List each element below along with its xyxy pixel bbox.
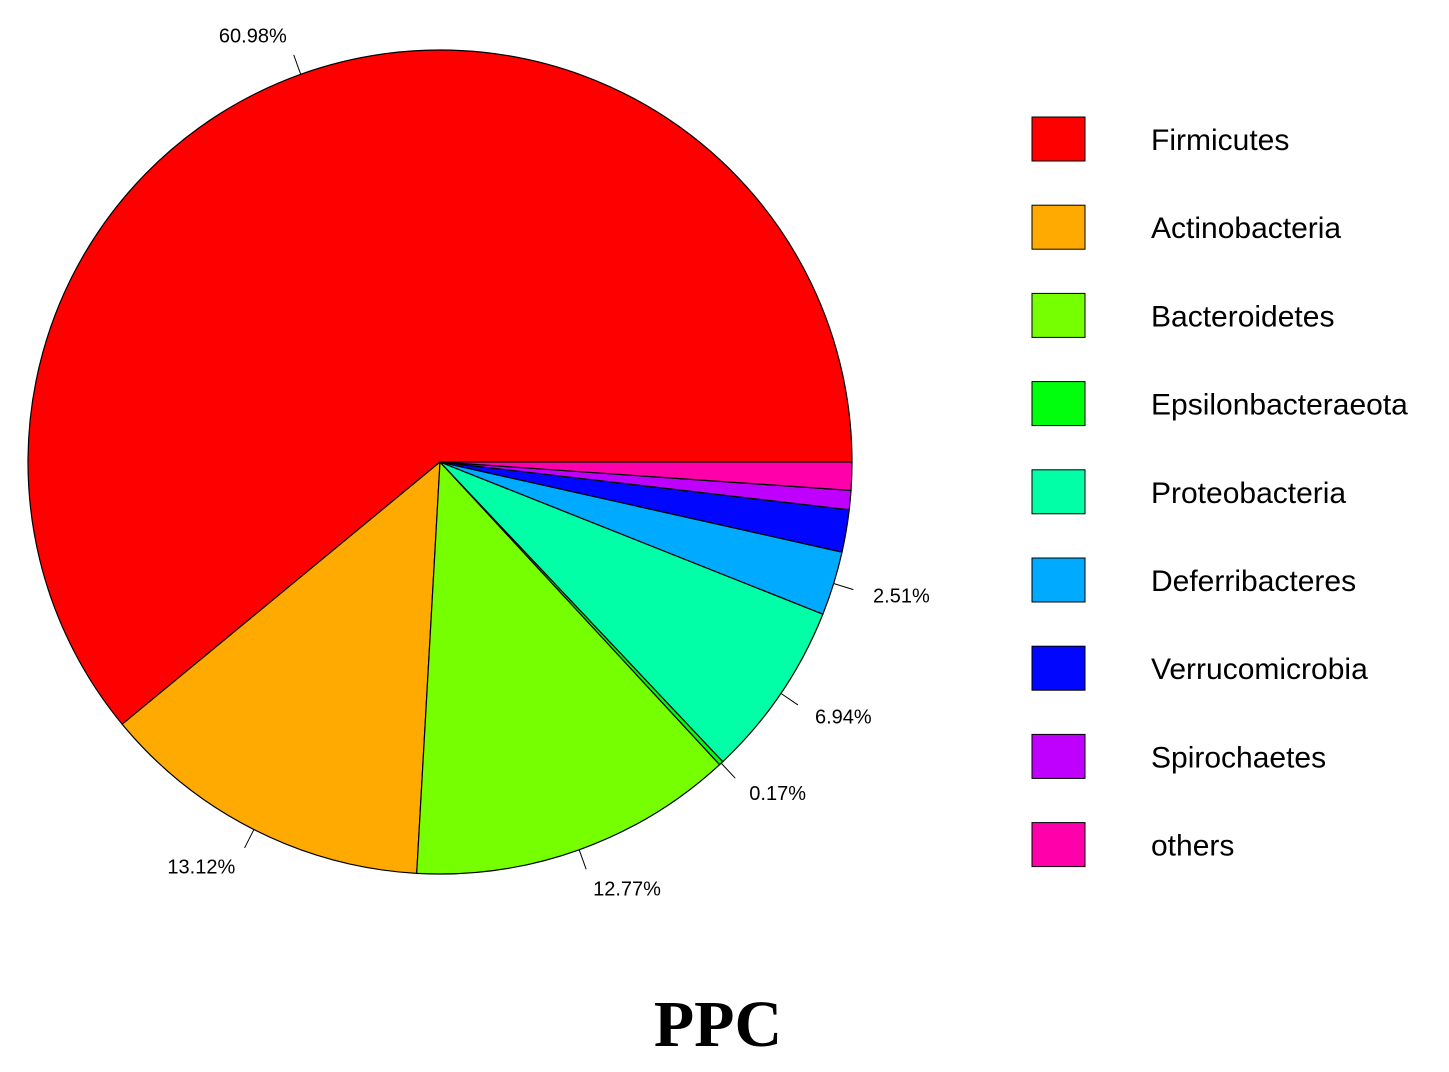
legend-label-verrucomicrobia: Verrucomicrobia bbox=[1151, 653, 1368, 686]
pct-label-bacteroidetes: 12.77% bbox=[593, 879, 661, 901]
pct-label-actinobacteria: 13.12% bbox=[167, 856, 235, 878]
leader-line-deferribacteres bbox=[833, 583, 854, 591]
legend-swatch-epsilonbacteraeota bbox=[1031, 381, 1086, 427]
legend: Firmicutes Actinobacteria Bacteroidetes Eps… bbox=[1031, 116, 1408, 868]
legend-label-firmicutes: Firmicutes bbox=[1151, 124, 1289, 157]
leader-line-bacteroidetes bbox=[578, 849, 587, 870]
pct-label-proteobacteria: 6.94% bbox=[815, 707, 872, 729]
legend-swatch-bacteroidetes bbox=[1031, 292, 1086, 338]
pie-slice-actinobacteria bbox=[121, 460, 441, 874]
legend-label-epsilonbacteraeota: Epsilonbacteraeota bbox=[1151, 389, 1408, 422]
legend-swatch-verrucomicrobia bbox=[1031, 645, 1086, 691]
legend-swatch-proteobacteria bbox=[1031, 469, 1086, 515]
label-leader-lines bbox=[244, 54, 854, 870]
legend-swatch-others bbox=[1031, 822, 1086, 868]
pct-label-deferribacteres: 2.51% bbox=[873, 586, 930, 608]
pct-label-epsilonbacteraeota: 0.17% bbox=[749, 783, 806, 805]
legend-label-actinobacteria: Actinobacteria bbox=[1151, 212, 1341, 245]
pct-label-firmicutes: 60.98% bbox=[219, 26, 287, 48]
legend-swatch-firmicutes bbox=[1031, 116, 1086, 162]
chart-title: PPC bbox=[654, 988, 782, 1061]
legend-label-proteobacteria: Proteobacteria bbox=[1151, 477, 1346, 510]
legend-swatch-deferribacteres bbox=[1031, 557, 1086, 603]
legend-swatch-spirochaetes bbox=[1031, 733, 1086, 779]
leader-line-actinobacteria bbox=[244, 829, 255, 849]
legend-swatch-actinobacteria bbox=[1031, 204, 1086, 250]
pie-slice-others bbox=[439, 461, 853, 492]
pie-slice-proteobacteria bbox=[439, 461, 824, 763]
legend-label-spirochaetes: Spirochaetes bbox=[1151, 741, 1326, 774]
leader-line-proteobacteria bbox=[780, 692, 799, 706]
legend-label-bacteroidetes: Bacteroidetes bbox=[1151, 300, 1334, 333]
percentage-labels: 60.98% 13.12% 12.77% 0.17% 6.94% 2.51% bbox=[167, 26, 930, 901]
leader-line-firmicutes bbox=[293, 54, 302, 75]
legend-label-deferribacteres: Deferribacteres bbox=[1151, 565, 1356, 598]
leader-line-epsilonbacteraeota bbox=[720, 762, 736, 779]
pie-slices bbox=[27, 49, 853, 875]
legend-label-others: others bbox=[1151, 830, 1234, 863]
